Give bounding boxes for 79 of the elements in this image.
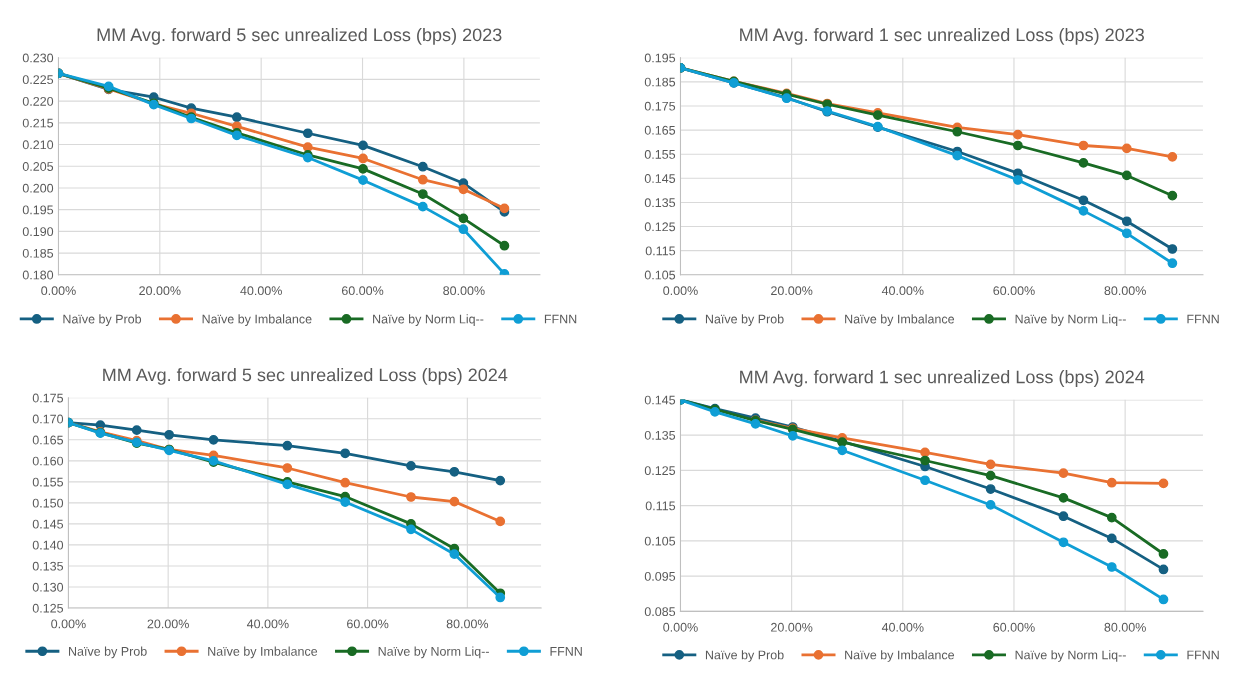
x-tick-label: 80.00% (446, 619, 489, 629)
x-tick-label: 40.00% (881, 286, 924, 296)
legend-label: Naïve by Prob (705, 314, 784, 326)
x-tick-label: 0.00% (663, 286, 698, 296)
x-tick-label: 60.00% (341, 286, 384, 296)
x-tick-label: 80.00% (1104, 622, 1146, 632)
y-tick-label: 0.125 (32, 603, 64, 613)
legend-label: FFNN (1187, 314, 1219, 324)
y-tick-label: 0.145 (644, 174, 676, 183)
y-tick-label: 0.220 (22, 96, 54, 106)
y-tick-label: 0.135 (644, 198, 676, 208)
chart-title: MM Avg. forward 1 sec unrealized Loss (bps) 2023 (740, 27, 1144, 45)
y-tick-label: 0.215 (22, 118, 54, 128)
x-tick-label: 20.00% (771, 622, 813, 632)
x-tick-label: 40.00% (240, 286, 282, 296)
y-tick-label: 0.200 (22, 183, 54, 193)
legend-label: FFNN (550, 647, 582, 656)
x-tick-label: 60.00% (347, 619, 389, 629)
y-tick-label: 0.145 (32, 519, 64, 529)
y-tick-label: 0.210 (22, 140, 54, 150)
y-tick-label: 0.105 (644, 270, 676, 280)
y-tick-label: 0.140 (32, 540, 64, 550)
x-tick-label: 60.00% (993, 286, 1035, 296)
y-tick-label: 0.185 (644, 77, 676, 87)
x-tick-label: 80.00% (443, 286, 485, 296)
y-tick-label: 0.185 (22, 248, 54, 258)
legend-label: FFNN (1187, 650, 1219, 660)
x-tick-label: 0.00% (663, 622, 698, 632)
x-tick-label: 0.00% (41, 286, 76, 296)
y-tick-label: 0.165 (644, 125, 676, 135)
legend-label: Naïve by Prob (69, 646, 147, 659)
legend-label: Naïve by Norm Liq-- (373, 314, 484, 326)
x-tick-label: 20.00% (147, 619, 189, 629)
y-tick-label: 0.130 (32, 582, 64, 592)
y-tick-label: 0.170 (32, 414, 64, 424)
y-tick-label: 0.125 (644, 222, 676, 232)
y-tick-label: 0.085 (644, 607, 676, 617)
legend-label: Naïve by Prob (63, 314, 142, 326)
x-tick-label: 60.00% (993, 622, 1035, 632)
legend-label: FFNN (544, 314, 577, 324)
legend-label: Naïve by Imbalance (208, 646, 318, 659)
y-tick-label: 0.150 (32, 498, 64, 508)
y-tick-label: 0.155 (32, 477, 64, 487)
legend-label: Naïve by Norm Liq-- (378, 646, 489, 659)
y-tick-label: 0.175 (32, 393, 64, 403)
legend-label: Naïve by Imbalance (202, 314, 312, 326)
legend-label: Naïve by Norm Liq-- (1015, 650, 1126, 662)
y-tick-label: 0.135 (32, 561, 64, 571)
y-tick-label: 0.135 (644, 430, 676, 440)
x-tick-label: 20.00% (771, 286, 813, 296)
x-tick-label: 20.00% (139, 286, 181, 296)
y-tick-label: 0.155 (644, 149, 676, 159)
legend-label: Naïve by Prob (705, 650, 784, 662)
y-tick-label: 0.195 (22, 205, 54, 215)
legend-label: Naïve by Norm Liq-- (1015, 314, 1126, 326)
x-tick-label: 40.00% (246, 619, 289, 629)
x-tick-label: 0.00% (51, 619, 86, 629)
y-tick-label: 0.175 (644, 101, 676, 111)
y-tick-label: 0.205 (22, 162, 54, 171)
y-tick-label: 0.160 (32, 456, 64, 466)
y-tick-label: 0.115 (645, 501, 676, 511)
y-tick-label: 0.230 (22, 53, 54, 63)
x-tick-label: 40.00% (881, 622, 924, 632)
y-tick-label: 0.225 (22, 75, 54, 85)
chart-title: MM Avg. forward 5 sec unrealized Loss (bps) 2023 (97, 27, 502, 45)
y-tick-label: 0.105 (644, 536, 676, 546)
y-tick-label: 0.165 (32, 435, 64, 445)
y-tick-label: 0.190 (22, 227, 54, 237)
legend-label: Naïve by Imbalance (845, 650, 955, 662)
y-tick-label: 0.095 (644, 571, 676, 581)
y-tick-label: 0.195 (644, 53, 676, 63)
legend-label: Naïve by Imbalance (845, 314, 955, 326)
y-tick-label: 0.115 (645, 246, 676, 256)
y-tick-label: 0.125 (644, 466, 676, 476)
chart-title: MM Avg. forward 1 sec unrealized Loss (bps) 2024 (740, 370, 1145, 387)
x-tick-label: 80.00% (1104, 286, 1146, 296)
y-tick-label: 0.180 (22, 270, 54, 280)
chart-title: MM Avg. forward 5 sec unrealized Loss (bps) 2024 (103, 368, 508, 385)
y-tick-label: 0.145 (644, 395, 676, 405)
